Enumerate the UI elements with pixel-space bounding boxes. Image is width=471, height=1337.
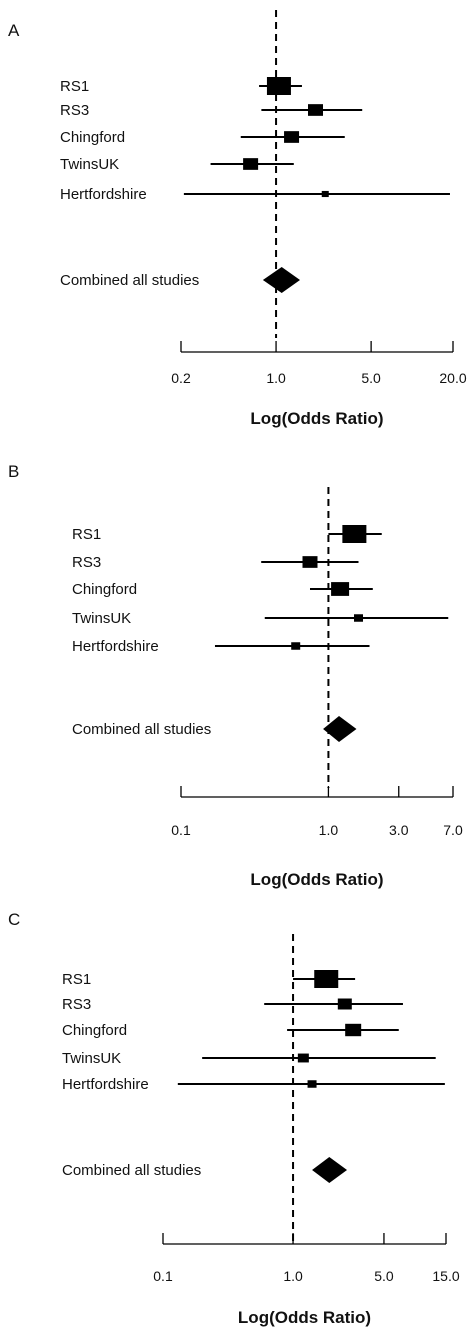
point-estimate-square [302,556,318,568]
study-label: TwinsUK [72,610,131,627]
point-estimate-square [266,77,291,95]
panel-letter: B [8,462,19,481]
forest-panel-a: A RS1 RS3 Chingford TwinsUK Hertfordshire Comb… [8,10,467,428]
x-axis-label: Log(Odds Ratio) [250,870,383,889]
x-tick-label: 20.0 [439,370,466,386]
combined-diamond [262,267,301,293]
panel-letter: A [8,21,20,40]
study-label: RS1 [60,78,89,95]
x-tick-label: 1.0 [283,1268,303,1284]
study-label: Hertfordshire [72,638,159,655]
combined-label: Combined all studies [60,272,199,289]
combined-label: Combined all studies [72,721,211,738]
study-label: Chingford [62,1022,127,1039]
point-estimate-square [284,131,300,143]
combined-diamond [312,1157,348,1183]
combined-label: Combined all studies [62,1162,201,1179]
x-tick-label: 1.0 [319,822,339,838]
x-tick-label: 5.0 [361,370,381,386]
point-estimate-square [354,614,364,622]
x-axis-label: Log(Odds Ratio) [250,409,383,428]
study-label: Hertfordshire [62,1076,149,1093]
point-estimate-square [307,1080,317,1088]
x-tick-label: 3.0 [389,822,409,838]
x-axis-label: Log(Odds Ratio) [238,1308,371,1327]
point-estimate-square [314,970,339,988]
x-tick-label: 0.1 [171,822,191,838]
forest-panel-b: B RS1 RS3 Chingford TwinsUK Hertfordshire Comb… [8,462,463,889]
x-tick-label: 1.0 [266,370,286,386]
study-label: RS3 [72,554,101,571]
point-estimate-square [291,642,301,650]
point-estimate-square [331,582,350,596]
point-estimate-square [243,158,259,170]
point-estimate-square [308,104,324,116]
x-tick-label: 7.0 [443,822,463,838]
point-estimate-square [342,525,367,543]
x-tick-label: 15.0 [432,1268,459,1284]
forest-panel-c: C RS1 RS3 Chingford TwinsUK Hertfordshire Comb… [8,910,460,1327]
point-estimate-square [297,1053,309,1063]
panel-letter: C [8,910,20,929]
x-tick-label: 0.2 [171,370,191,386]
point-estimate-square [345,1023,362,1037]
combined-diamond [323,716,357,742]
study-label: RS3 [60,102,89,119]
study-label: RS1 [72,526,101,543]
study-label: TwinsUK [62,1050,121,1067]
study-label: Hertfordshire [60,186,147,203]
point-estimate-square [337,998,352,1010]
x-tick-label: 5.0 [374,1268,394,1284]
study-label: RS3 [62,996,91,1013]
study-label: Chingford [60,129,125,146]
study-label: RS1 [62,971,91,988]
point-estimate-square [321,190,329,198]
x-tick-label: 0.1 [153,1268,173,1284]
study-label: Chingford [72,581,137,598]
study-label: TwinsUK [60,156,119,173]
